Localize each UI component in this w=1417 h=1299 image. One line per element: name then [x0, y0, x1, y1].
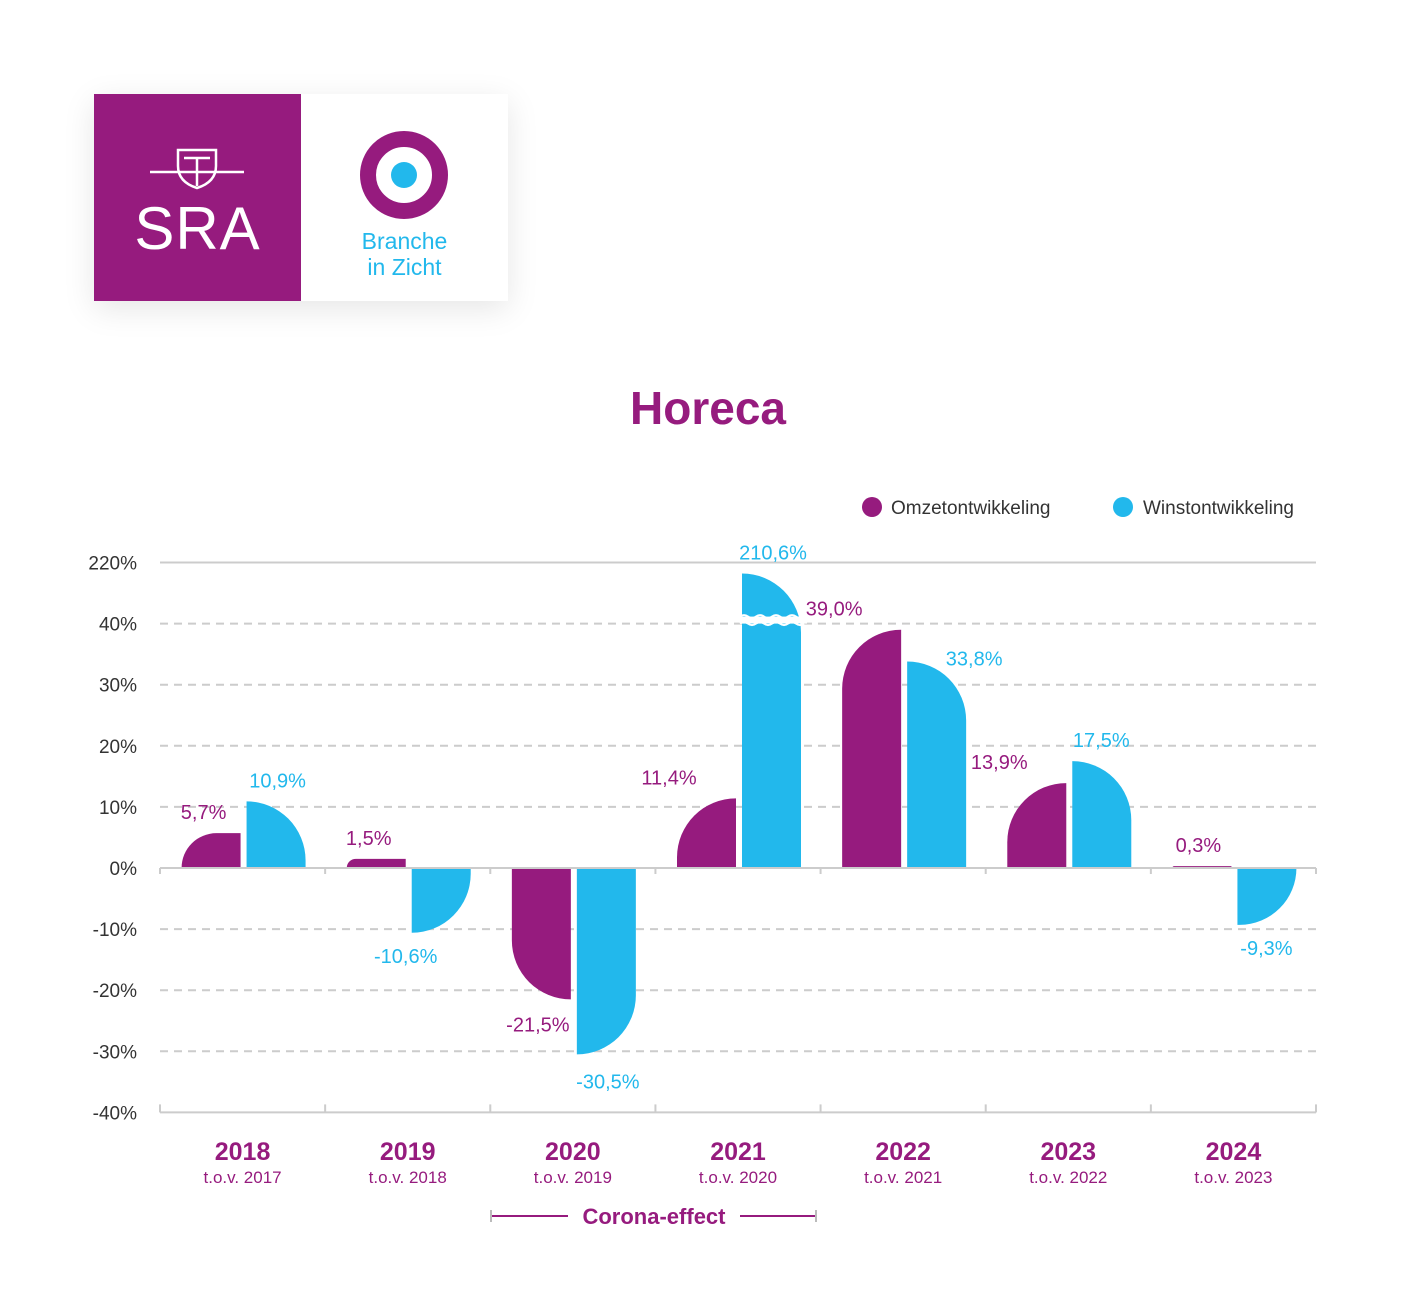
sra-brand-text: SRA: [134, 195, 261, 262]
y-axis-ticks: 220% 40% 30% 20% 10% 0% -10% -20% -30% -40%: [88, 554, 137, 1125]
corona-label: Corona-effect: [582, 1204, 726, 1229]
axis-break-wave: [739, 614, 805, 620]
omzet-label-2023: 13,9%: [971, 752, 1028, 774]
winst-label-2019: -10,6%: [374, 946, 438, 968]
axis-break-wave: [739, 621, 805, 627]
x-label-year: 2024: [1206, 1138, 1262, 1166]
y-tick-label: 220%: [88, 554, 137, 575]
winst-bar-2021: [742, 573, 801, 868]
winst-label-2020: -30,5%: [576, 1071, 640, 1093]
y-tick-label: 10%: [99, 798, 137, 819]
brand-logo: SRA Branche in Zicht: [94, 94, 508, 301]
y-tick-label: 20%: [99, 737, 137, 758]
target-icon: [360, 131, 448, 219]
legend-label-winst: Winstontwikkeling: [1143, 498, 1294, 519]
omzet-bar-2018: [181, 833, 241, 868]
omzet-bar-2020: [511, 868, 571, 1000]
omzet-label-2024: 0,3%: [1176, 835, 1222, 857]
corona-annotation: Corona-effect: [490, 1204, 817, 1229]
bars: [181, 573, 1297, 1055]
x-label-comparison: t.o.v. 2018: [369, 1168, 447, 1187]
winst-label-2022: 33,8%: [946, 648, 1003, 670]
x-label-year: 2019: [380, 1138, 436, 1166]
winst-bar-2018: [246, 801, 306, 868]
winst-label-2018: 10,9%: [249, 770, 306, 792]
y-tick-label: 40%: [99, 615, 137, 636]
bar-value-labels: 5,7% 1,5% -21,5% 11,4% 39,0% 13,9% 0,3% 10,9% -1…: [181, 542, 1293, 1093]
legend-swatch-omzet: [862, 497, 882, 517]
product-name-line1: Branche: [361, 228, 448, 254]
omzet-label-2020: -21,5%: [506, 1014, 570, 1036]
omzet-label-2018: 5,7%: [181, 802, 227, 824]
x-label-year: 2020: [545, 1138, 601, 1166]
y-tick-label: -20%: [93, 981, 137, 1002]
omzet-bar-2022: [842, 629, 902, 868]
sra-emblem-icon: [150, 148, 244, 190]
winst-bar-2024: [1237, 868, 1297, 925]
x-axis-labels: 2018 t.o.v. 2017 2019 t.o.v. 2018 2020 t.o.v.…: [204, 1138, 1273, 1187]
winst-label-2024: -9,3%: [1240, 938, 1292, 960]
winst-bar-2022: [907, 661, 967, 868]
x-label-comparison: t.o.v. 2017: [204, 1168, 282, 1187]
x-label-year: 2018: [215, 1138, 271, 1166]
winst-bar-2023: [1072, 761, 1132, 868]
omzet-bar-2021: [677, 798, 736, 868]
x-label-comparison: t.o.v. 2022: [1029, 1168, 1107, 1187]
y-tick-label: 0%: [110, 859, 138, 880]
x-axis: [159, 867, 1317, 1114]
y-tick-label: -10%: [93, 920, 137, 941]
winst-bar-2020: [576, 868, 636, 1055]
axis-break-gap: [740, 616, 807, 624]
x-label-year: 2021: [710, 1138, 766, 1166]
product-name-line2: in Zicht: [367, 254, 442, 280]
legend: Omzetontwikkeling Winstontwikkeling: [862, 497, 1294, 519]
winst-label-2021: 210,6%: [739, 542, 807, 564]
y-tick-label: -40%: [93, 1103, 137, 1124]
x-label-comparison: t.o.v. 2023: [1194, 1168, 1272, 1187]
gridlines: [160, 561, 1316, 1053]
branche-in-zicht-panel: Branche in Zicht: [301, 94, 508, 301]
y-tick-label: -30%: [93, 1042, 137, 1063]
omzet-label-2019: 1,5%: [346, 828, 392, 850]
y-tick-label: 30%: [99, 676, 137, 697]
x-label-comparison: t.o.v. 2019: [534, 1168, 612, 1187]
x-label-comparison: t.o.v. 2020: [699, 1168, 777, 1187]
omzet-bar-2023: [1007, 783, 1067, 868]
sra-logo-panel: SRA: [94, 94, 301, 301]
omzet-label-2022: 39,0%: [806, 599, 863, 621]
winst-label-2023: 17,5%: [1073, 730, 1130, 752]
x-label-year: 2022: [875, 1138, 931, 1166]
x-label-comparison: t.o.v. 2021: [864, 1168, 942, 1187]
x-label-year: 2023: [1040, 1138, 1096, 1166]
legend-label-omzet: Omzetontwikkeling: [891, 498, 1050, 519]
legend-swatch-winst: [1113, 497, 1133, 517]
omzet-bar-2019: [346, 858, 406, 868]
omzet-label-2021: 11,4%: [641, 767, 696, 789]
chart-title: Horeca: [630, 382, 786, 434]
winst-bar-2019: [411, 868, 471, 933]
